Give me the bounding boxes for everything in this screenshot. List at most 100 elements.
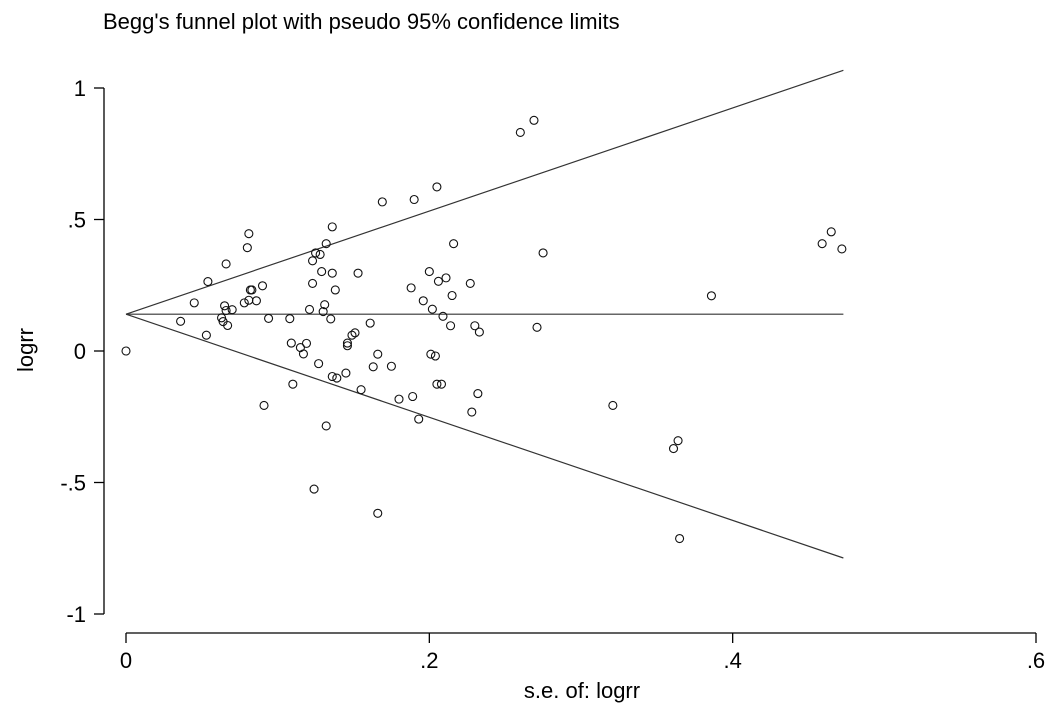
study-point xyxy=(447,290,457,301)
study-point xyxy=(406,283,416,293)
y-axis-label: logrr xyxy=(13,328,38,372)
study-point xyxy=(326,314,336,324)
study-point xyxy=(298,349,309,359)
study-point xyxy=(315,249,325,260)
study-point xyxy=(474,327,484,337)
study-point xyxy=(373,349,383,359)
study-point xyxy=(432,379,442,389)
study-point xyxy=(259,400,269,410)
study-point xyxy=(373,508,383,518)
study-point xyxy=(608,400,618,410)
study-point xyxy=(189,298,199,308)
x-tick-label: .2 xyxy=(420,648,438,673)
study-point xyxy=(817,239,827,249)
study-point xyxy=(449,239,459,249)
study-point xyxy=(356,385,366,395)
study-point xyxy=(432,182,442,192)
study-point xyxy=(244,295,254,305)
study-point xyxy=(203,277,213,287)
study-point xyxy=(342,341,352,351)
study-point xyxy=(330,285,340,295)
study-point xyxy=(247,285,257,295)
study-point xyxy=(368,362,378,372)
study-point xyxy=(826,227,836,237)
study-point xyxy=(264,313,274,323)
study-point xyxy=(347,330,357,340)
study-point xyxy=(257,281,268,291)
study-point xyxy=(438,311,448,321)
study-point xyxy=(386,361,396,371)
y-tick-label: -.5 xyxy=(60,471,86,496)
study-point xyxy=(446,321,456,331)
study-point xyxy=(409,194,419,205)
study-point xyxy=(426,349,436,359)
study-point xyxy=(223,320,233,331)
study-point xyxy=(353,268,363,278)
x-axis-label: s.e. of: logrr xyxy=(524,678,640,703)
study-point xyxy=(350,328,360,338)
study-point xyxy=(242,243,252,253)
study-point xyxy=(427,304,437,314)
study-point xyxy=(430,351,440,361)
study-point xyxy=(176,316,186,326)
y-tick-label: 0 xyxy=(74,339,86,364)
y-tick-label: -1 xyxy=(66,602,86,627)
study-point xyxy=(529,115,539,125)
study-point xyxy=(332,373,342,383)
study-point xyxy=(327,268,337,278)
x-tick-label: .6 xyxy=(1027,648,1045,673)
study-point xyxy=(314,359,324,369)
study-point xyxy=(414,414,424,424)
study-point xyxy=(307,278,318,288)
y-tick-label: .5 xyxy=(68,208,86,233)
study-point xyxy=(121,346,131,356)
study-point xyxy=(317,267,327,277)
study-point xyxy=(304,304,315,314)
study-point xyxy=(418,296,428,306)
study-point xyxy=(538,248,548,258)
study-point xyxy=(221,259,231,269)
study-point xyxy=(408,391,418,402)
study-point xyxy=(309,484,319,494)
study-point xyxy=(433,276,443,286)
study-point xyxy=(377,197,387,207)
study-point xyxy=(286,338,296,348)
study-point xyxy=(301,338,312,348)
study-point xyxy=(321,239,331,249)
study-point xyxy=(341,368,351,378)
study-point xyxy=(239,298,249,308)
study-point xyxy=(424,267,434,277)
study-point xyxy=(365,318,375,328)
study-point xyxy=(668,444,679,454)
study-point xyxy=(244,229,254,239)
study-point xyxy=(201,330,211,340)
study-point xyxy=(470,321,480,331)
study-point xyxy=(288,379,298,389)
study-point xyxy=(706,291,716,301)
study-point xyxy=(436,379,447,389)
study-point xyxy=(327,222,337,232)
study-point xyxy=(673,436,683,446)
study-point xyxy=(467,407,477,417)
chart-title: Begg's funnel plot with pseudo 95% confi… xyxy=(103,9,620,34)
lower-confidence-limit-line xyxy=(125,313,844,559)
study-point xyxy=(837,244,847,254)
study-point xyxy=(515,127,525,137)
x-tick-label: 0 xyxy=(120,648,132,673)
study-point xyxy=(227,305,237,315)
study-point xyxy=(327,371,337,382)
plot-area: 1 .5 0 -.5 -1 0 .2 .4 .6 xyxy=(60,69,1045,673)
study-point xyxy=(465,278,475,288)
study-point xyxy=(441,273,451,283)
study-point xyxy=(320,300,330,310)
x-tick-label: .4 xyxy=(723,648,741,673)
study-point xyxy=(221,305,231,316)
study-point xyxy=(394,394,404,404)
study-point xyxy=(342,338,352,348)
study-point xyxy=(318,306,328,317)
study-point xyxy=(311,248,321,258)
y-tick-label: 1 xyxy=(74,76,86,101)
study-point xyxy=(321,421,331,431)
study-point xyxy=(251,296,261,306)
